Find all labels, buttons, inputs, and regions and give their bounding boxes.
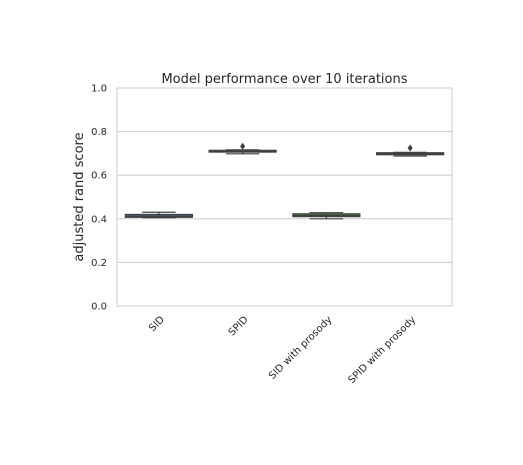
x-tick-label: SPID with prosody	[346, 314, 418, 386]
box-2	[292, 212, 361, 220]
y-tick-label: 1.0	[91, 84, 107, 95]
y-tick-label: 0.8	[91, 127, 107, 138]
y-axis-label: adjusted rand score	[72, 132, 87, 261]
x-tick-label: SID	[147, 314, 167, 334]
y-tick-label: 0.6	[91, 171, 107, 182]
x-tick-label: SPID	[227, 314, 251, 338]
outlier-point	[407, 144, 413, 152]
gridlines	[117, 87, 452, 307]
y-tick-label: 0.0	[91, 302, 107, 313]
chart-title: Model performance over 10 iterations	[161, 72, 407, 87]
y-tick-label: 0.2	[91, 258, 107, 269]
box-1	[208, 142, 277, 155]
x-tick-label: SID with prosody	[267, 314, 335, 382]
box-series	[124, 142, 445, 220]
plot-area-frame	[116, 87, 453, 307]
outlier-point	[240, 142, 246, 150]
box-0	[124, 211, 193, 219]
x-axis-ticks: SID SPID SID with prosody SPID with prosody	[147, 314, 418, 386]
box-3	[376, 144, 445, 157]
y-tick-label: 0.4	[91, 214, 107, 225]
y-axis-ticks: 0.0 0.2 0.4 0.6 0.8 1.0	[91, 84, 107, 313]
